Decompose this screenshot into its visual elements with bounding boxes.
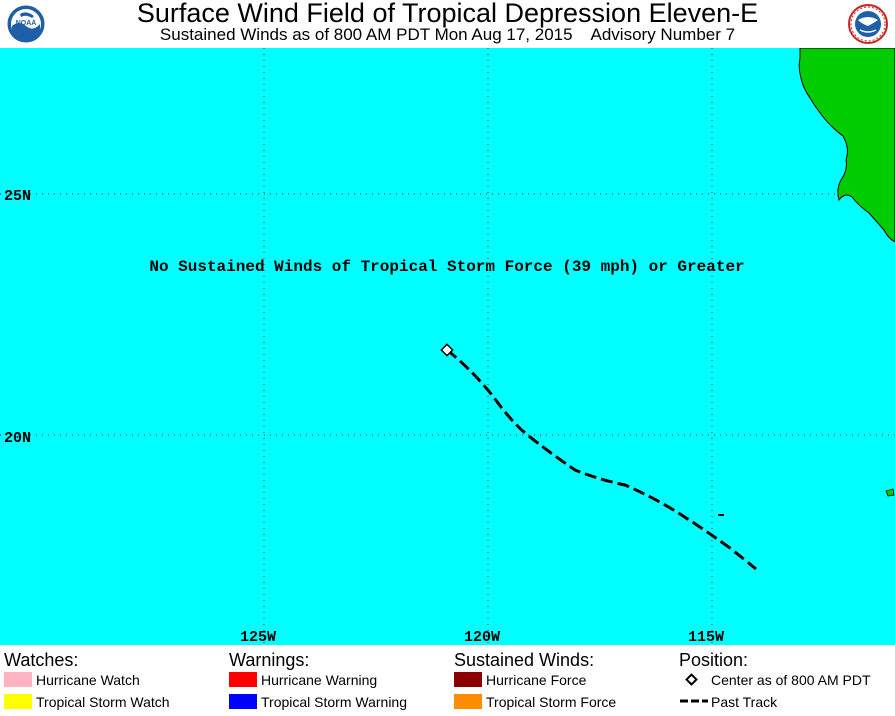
legend-position-title: Position: — [679, 650, 749, 670]
noaa-logo-icon: NOAA — [6, 4, 46, 44]
wind-field-map: No Sustained Winds of Tropical Storm For… — [0, 47, 895, 646]
baja-california-land — [798, 47, 895, 243]
svg-text:NOAA: NOAA — [16, 20, 37, 27]
diamond-icon — [685, 673, 698, 686]
tropical-storm-watch-swatch — [4, 694, 32, 709]
page-subtitle: Sustained Winds as of 800 AM PDT Mon Aug… — [159, 25, 736, 44]
wind-message: No Sustained Winds of Tropical Storm For… — [149, 258, 744, 276]
center-position-label: Center as of 800 AM PDT — [711, 672, 871, 688]
tropical-storm-warning-swatch — [229, 694, 257, 709]
header: NOAA Surface Wind Field of Tropical Depr… — [0, 0, 895, 48]
tropical-storm-warning-label: Tropical Storm Warning — [261, 694, 408, 710]
hurricane-warning-swatch — [229, 672, 257, 687]
legend-warnings-title: Warnings: — [229, 650, 310, 670]
lon-label-115w: 115W — [688, 629, 724, 645]
mainland-coast-fragment — [885, 488, 895, 497]
hurricane-force-label: Hurricane Force — [486, 672, 587, 688]
past-track-label: Past Track — [711, 694, 778, 710]
hurricane-watch-label: Hurricane Watch — [36, 672, 140, 688]
legend-watches-title: Watches: — [4, 650, 79, 670]
hurricane-watch-swatch — [4, 672, 32, 687]
past-track-line — [446, 348, 757, 571]
dashed-line-icon — [680, 699, 708, 703]
lat-label-20n: 20N — [4, 430, 31, 447]
hurricane-force-swatch — [454, 672, 482, 687]
center-position-marker — [440, 343, 454, 357]
tropical-storm-force-label: Tropical Storm Force — [486, 694, 617, 710]
legend-winds-title: Sustained Winds: — [454, 650, 595, 670]
tropical-storm-force-swatch — [454, 694, 482, 709]
national-weather-service-logo-icon — [848, 4, 888, 44]
lat-label-25n: 25N — [4, 188, 31, 205]
legend: Watches: Hurricane Watch Tropical Storm … — [0, 645, 895, 716]
page-title: Surface Wind Field of Tropical Depressio… — [136, 0, 759, 28]
lon-label-125w: 125W — [240, 629, 276, 645]
tropical-storm-watch-label: Tropical Storm Watch — [36, 694, 170, 710]
hurricane-warning-label: Hurricane Warning — [261, 672, 378, 688]
lon-label-120w: 120W — [464, 629, 500, 645]
